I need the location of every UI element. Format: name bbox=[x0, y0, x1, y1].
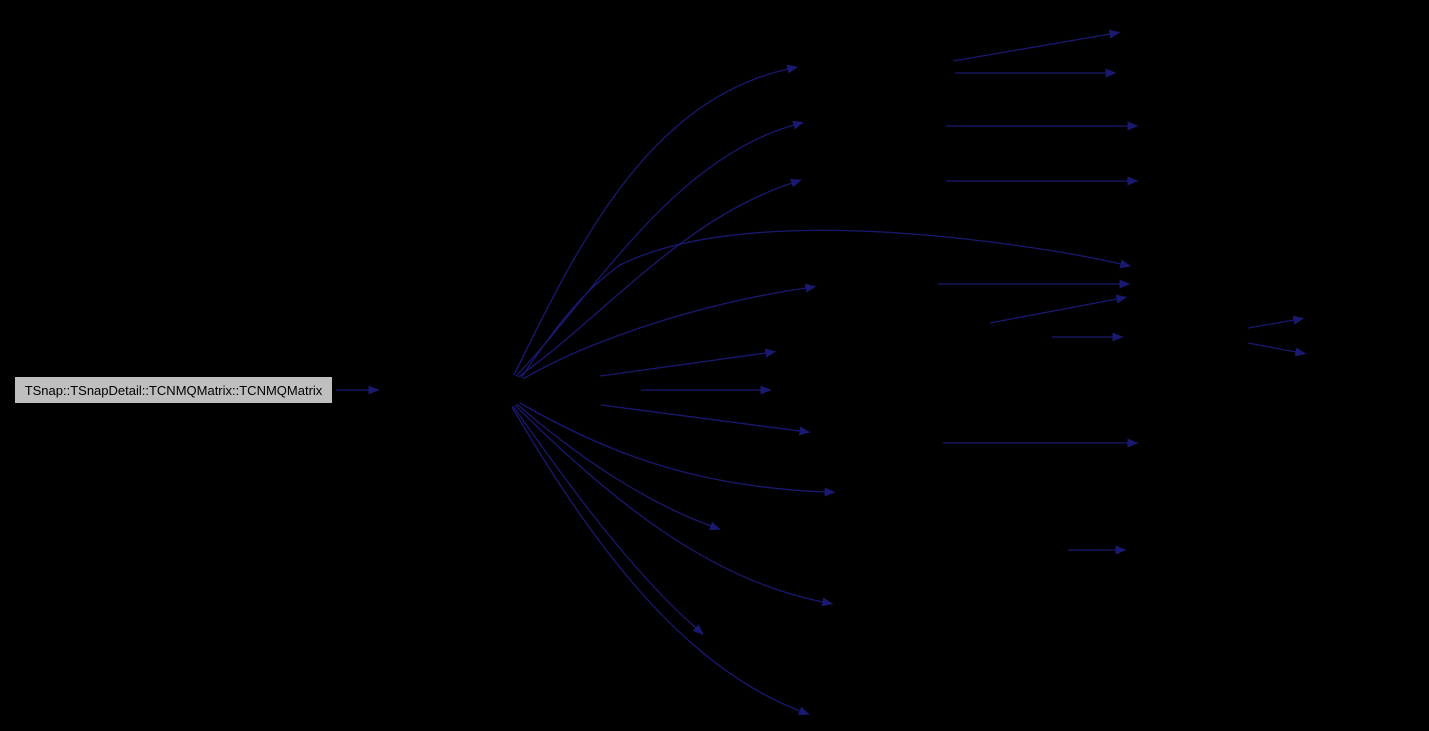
edge-level3-1 bbox=[1247, 315, 1305, 329]
edge-mid-out-3 bbox=[600, 404, 811, 436]
edge-level2-6 bbox=[989, 294, 1128, 324]
edge-hub-out-1 bbox=[513, 64, 799, 376]
edge-hub-out-8 bbox=[514, 404, 834, 607]
edge-level2-1 bbox=[952, 29, 1121, 62]
edge-hub-out-10 bbox=[511, 406, 810, 716]
edge-hub-out-7 bbox=[516, 403, 721, 531]
node-tcnmqmatrix-label: TSnap::TSnapDetail::TCNMQMatrix::TCNMQMa… bbox=[24, 382, 323, 398]
edge-hub-out-4-long bbox=[520, 229, 1132, 379]
edge-hub-out-6 bbox=[519, 402, 836, 497]
edge-hub-out-5 bbox=[522, 283, 817, 380]
edge-hub-out-9 bbox=[512, 405, 704, 635]
node-tcnmqmatrix[interactable]: TSnap::TSnapDetail::TCNMQMatrix::TCNMQMa… bbox=[14, 376, 333, 404]
edge-level3-2 bbox=[1247, 342, 1307, 357]
edge-mid-out-1 bbox=[599, 348, 777, 377]
edge-hub-out-3 bbox=[517, 178, 802, 378]
